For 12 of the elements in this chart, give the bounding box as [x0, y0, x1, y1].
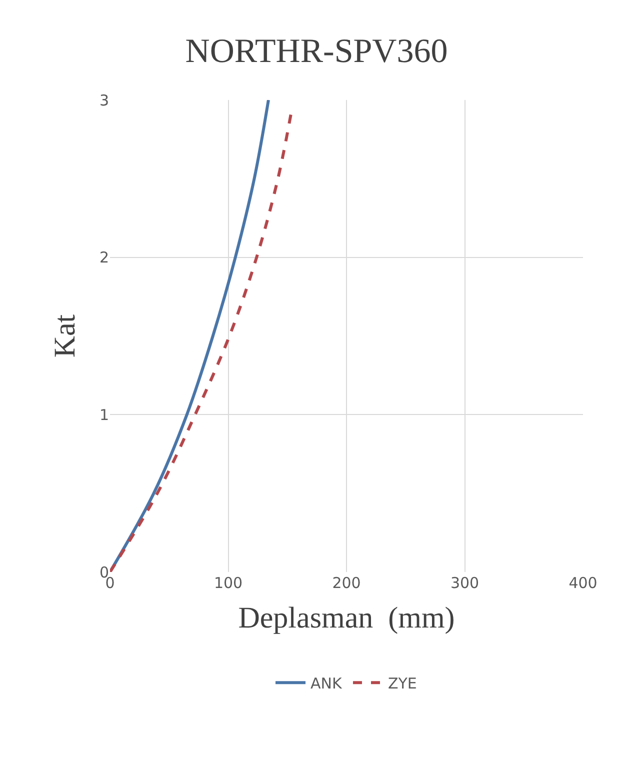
chart-title: NORTHR-SPV360	[185, 32, 448, 70]
y-tick-label: 2	[99, 248, 109, 267]
x-tick-label: 300	[450, 574, 480, 592]
legend-label: ANK	[310, 674, 343, 692]
y-tick-label: 3	[99, 91, 109, 110]
y-tick-label: 1	[99, 406, 109, 424]
x-tick-label: 200	[332, 574, 361, 592]
legend-label: ZYE	[388, 674, 417, 692]
x-tick-label: 100	[214, 574, 243, 592]
y-axis-title: Kat	[48, 314, 82, 358]
x-axis-title: Deplasman (mm)	[238, 602, 455, 634]
x-tick-label: 400	[568, 574, 598, 592]
